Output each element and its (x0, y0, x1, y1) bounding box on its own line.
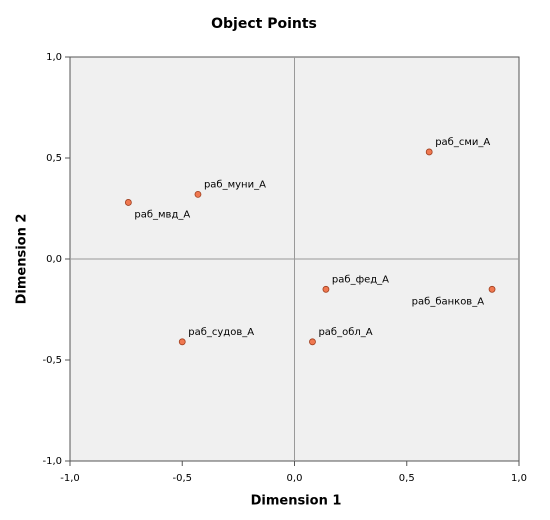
x-tick-label: 1,0 (511, 473, 527, 484)
y-tick-label: 0,0 (46, 254, 62, 265)
y-tick-label: 0,5 (46, 153, 62, 164)
point-label: раб_мвд_А (134, 209, 190, 220)
point (309, 338, 316, 346)
point-label: раб_муни_А (204, 179, 266, 190)
y-tick-label: -1,0 (42, 456, 62, 467)
point-label: раб_судов_А (188, 327, 254, 338)
x-tick-label: 0,0 (287, 473, 303, 484)
point (322, 285, 330, 293)
point (425, 148, 433, 156)
x-axis-title: Dimension 1 (251, 494, 342, 509)
chart-title: Object Points (211, 16, 317, 32)
x-tick-label: -0,5 (172, 473, 192, 484)
point (178, 338, 186, 346)
point (124, 199, 132, 206)
point-label: раб_банков_А (412, 296, 485, 307)
y-tick-label: -0,5 (42, 355, 62, 366)
point (488, 285, 496, 293)
point-label: раб_обл_А (318, 327, 372, 338)
point-label: раб_фед_А (332, 274, 389, 285)
y-axis-title: Dimension 2 (15, 214, 30, 305)
point-label: раб_сми_А (435, 137, 490, 148)
x-tick-label: 0,5 (399, 473, 415, 484)
y-tick-label: 1,0 (46, 52, 62, 63)
x-tick-label: -1,0 (60, 473, 80, 484)
point (194, 190, 202, 198)
